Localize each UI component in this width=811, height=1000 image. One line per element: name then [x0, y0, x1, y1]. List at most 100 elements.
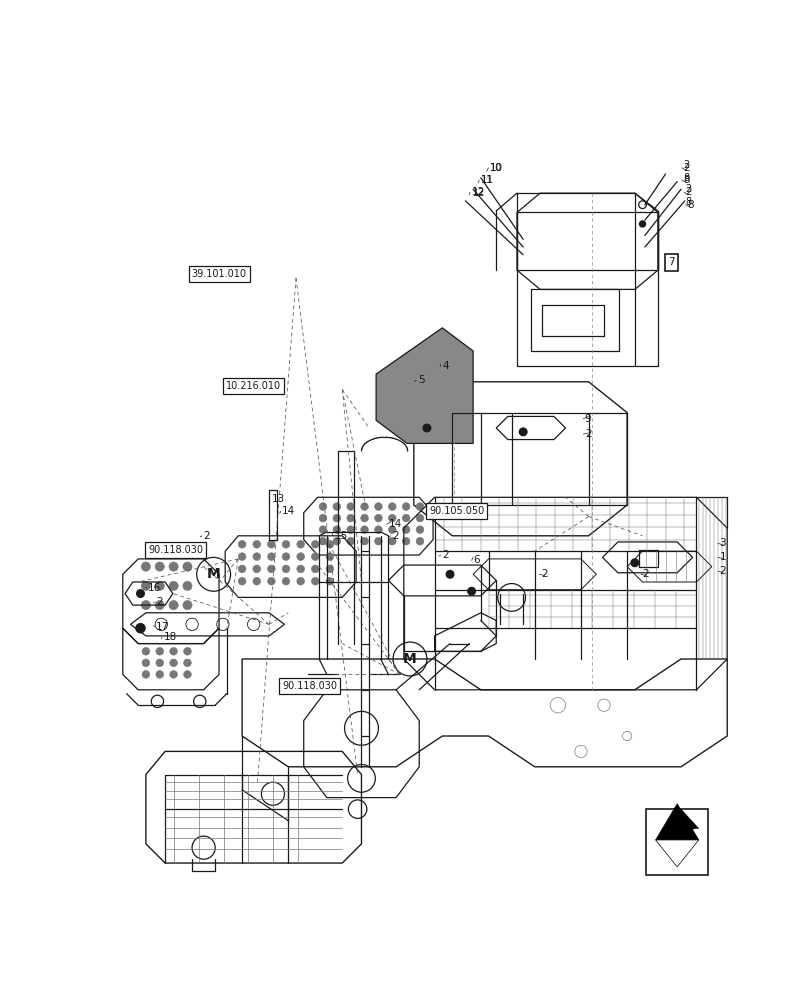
Circle shape [346, 514, 354, 522]
Text: 17: 17 [156, 622, 169, 632]
Circle shape [252, 540, 260, 548]
Circle shape [416, 537, 423, 545]
Text: 90.118.030: 90.118.030 [282, 681, 337, 691]
Circle shape [416, 514, 423, 522]
Circle shape [519, 428, 526, 436]
Text: 11: 11 [480, 175, 492, 185]
Text: 90.118.030: 90.118.030 [148, 545, 203, 555]
Text: 3: 3 [719, 538, 725, 548]
Circle shape [311, 565, 319, 573]
Circle shape [416, 526, 423, 533]
Circle shape [326, 565, 333, 573]
Text: 13: 13 [271, 494, 285, 504]
Circle shape [311, 540, 319, 548]
Circle shape [374, 526, 382, 533]
Circle shape [155, 562, 164, 571]
Circle shape [374, 503, 382, 510]
Circle shape [333, 526, 341, 533]
Circle shape [183, 671, 191, 678]
Circle shape [297, 553, 304, 560]
Circle shape [141, 562, 150, 571]
Circle shape [319, 526, 327, 533]
Circle shape [238, 565, 246, 573]
Circle shape [401, 503, 410, 510]
Polygon shape [654, 804, 698, 840]
Text: 4: 4 [442, 361, 448, 371]
Circle shape [182, 581, 192, 590]
Text: 2: 2 [392, 531, 398, 541]
Circle shape [388, 526, 396, 533]
Circle shape [467, 587, 475, 595]
Circle shape [238, 540, 246, 548]
Circle shape [169, 562, 178, 571]
Text: 8: 8 [683, 175, 689, 185]
Circle shape [319, 503, 327, 510]
Circle shape [135, 624, 145, 633]
Text: 2: 2 [584, 429, 590, 439]
Text: 2: 2 [204, 531, 210, 541]
Circle shape [388, 503, 396, 510]
Circle shape [416, 503, 423, 510]
Circle shape [311, 553, 319, 560]
Circle shape [169, 659, 178, 667]
Circle shape [238, 553, 246, 560]
Bar [646, 809, 707, 875]
Polygon shape [680, 809, 698, 830]
Text: 2: 2 [683, 160, 689, 170]
Circle shape [401, 514, 410, 522]
Text: 39.101.010: 39.101.010 [191, 269, 247, 279]
Circle shape [346, 526, 354, 533]
Circle shape [282, 540, 290, 548]
Circle shape [319, 537, 327, 545]
Circle shape [326, 577, 333, 585]
Circle shape [630, 559, 638, 567]
Circle shape [311, 577, 319, 585]
Circle shape [155, 581, 164, 590]
Circle shape [142, 647, 149, 655]
Text: 12: 12 [471, 187, 484, 197]
Text: 18: 18 [163, 632, 177, 642]
Circle shape [333, 514, 341, 522]
Text: 11: 11 [480, 175, 493, 185]
Circle shape [374, 537, 382, 545]
Text: 15: 15 [334, 531, 347, 541]
Circle shape [169, 581, 178, 590]
Text: 5: 5 [417, 375, 424, 385]
Circle shape [252, 565, 260, 573]
Text: 2: 2 [156, 597, 162, 607]
Text: M: M [402, 652, 416, 666]
Circle shape [252, 553, 260, 560]
Circle shape [297, 565, 304, 573]
Circle shape [183, 647, 191, 655]
Text: 16: 16 [148, 583, 161, 593]
Text: 2: 2 [540, 569, 547, 579]
Text: 90.105.050: 90.105.050 [429, 506, 484, 516]
Circle shape [388, 514, 396, 522]
Text: 14: 14 [282, 506, 295, 516]
Circle shape [346, 503, 354, 510]
Circle shape [401, 526, 410, 533]
Circle shape [252, 577, 260, 585]
Text: 6: 6 [473, 555, 479, 565]
Circle shape [169, 600, 178, 610]
Circle shape [142, 671, 149, 678]
Circle shape [360, 537, 368, 545]
Text: 8: 8 [686, 200, 693, 210]
Text: 14: 14 [388, 519, 401, 529]
Circle shape [639, 221, 645, 227]
Circle shape [267, 565, 275, 573]
Circle shape [267, 577, 275, 585]
Text: 2: 2 [684, 184, 691, 194]
Circle shape [445, 570, 453, 578]
Circle shape [141, 581, 150, 590]
Text: 1: 1 [719, 552, 725, 562]
Circle shape [326, 540, 333, 548]
Circle shape [183, 659, 191, 667]
Circle shape [169, 647, 178, 655]
Circle shape [423, 424, 431, 432]
Circle shape [136, 590, 144, 597]
Polygon shape [654, 840, 698, 867]
Text: 10: 10 [490, 163, 503, 173]
Text: M: M [207, 567, 221, 581]
Circle shape [156, 647, 163, 655]
